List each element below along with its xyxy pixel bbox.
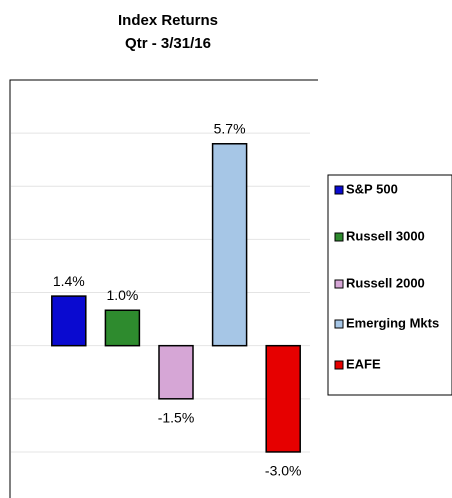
legend-label: S&P 500 (346, 181, 398, 196)
value-label: 1.0% (106, 287, 138, 303)
legend-swatch (334, 360, 344, 370)
bar (158, 344, 194, 400)
value-label: -3.0% (265, 463, 302, 479)
value-label: -1.5% (158, 410, 195, 426)
bar (265, 344, 301, 453)
legend-swatch (334, 185, 344, 195)
legend-label: EAFE (346, 356, 381, 371)
value-label: 5.7% (214, 120, 246, 136)
legend-label: Russell 3000 (346, 228, 425, 243)
bar (211, 143, 248, 347)
legend-swatch (334, 232, 344, 242)
legend-label: Russell 2000 (346, 275, 425, 290)
value-label: 1.4% (53, 273, 85, 289)
plot-frame (9, 79, 318, 498)
legend-label: Emerging Mkts (346, 315, 439, 330)
chart-title: Index Returns (118, 12, 218, 29)
chart-subtitle: Qtr - 3/31/16 (125, 35, 211, 52)
bar (51, 295, 87, 347)
bar (104, 309, 141, 347)
legend-swatch (334, 319, 344, 329)
legend-box (327, 174, 452, 396)
legend-swatch (334, 279, 344, 289)
